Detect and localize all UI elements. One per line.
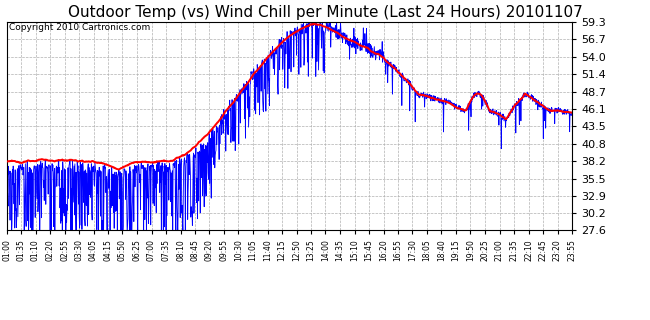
Text: Copyright 2010 Cartronics.com: Copyright 2010 Cartronics.com	[9, 23, 151, 32]
Text: Outdoor Temp (vs) Wind Chill per Minute (Last 24 Hours) 20101107: Outdoor Temp (vs) Wind Chill per Minute …	[68, 5, 582, 20]
